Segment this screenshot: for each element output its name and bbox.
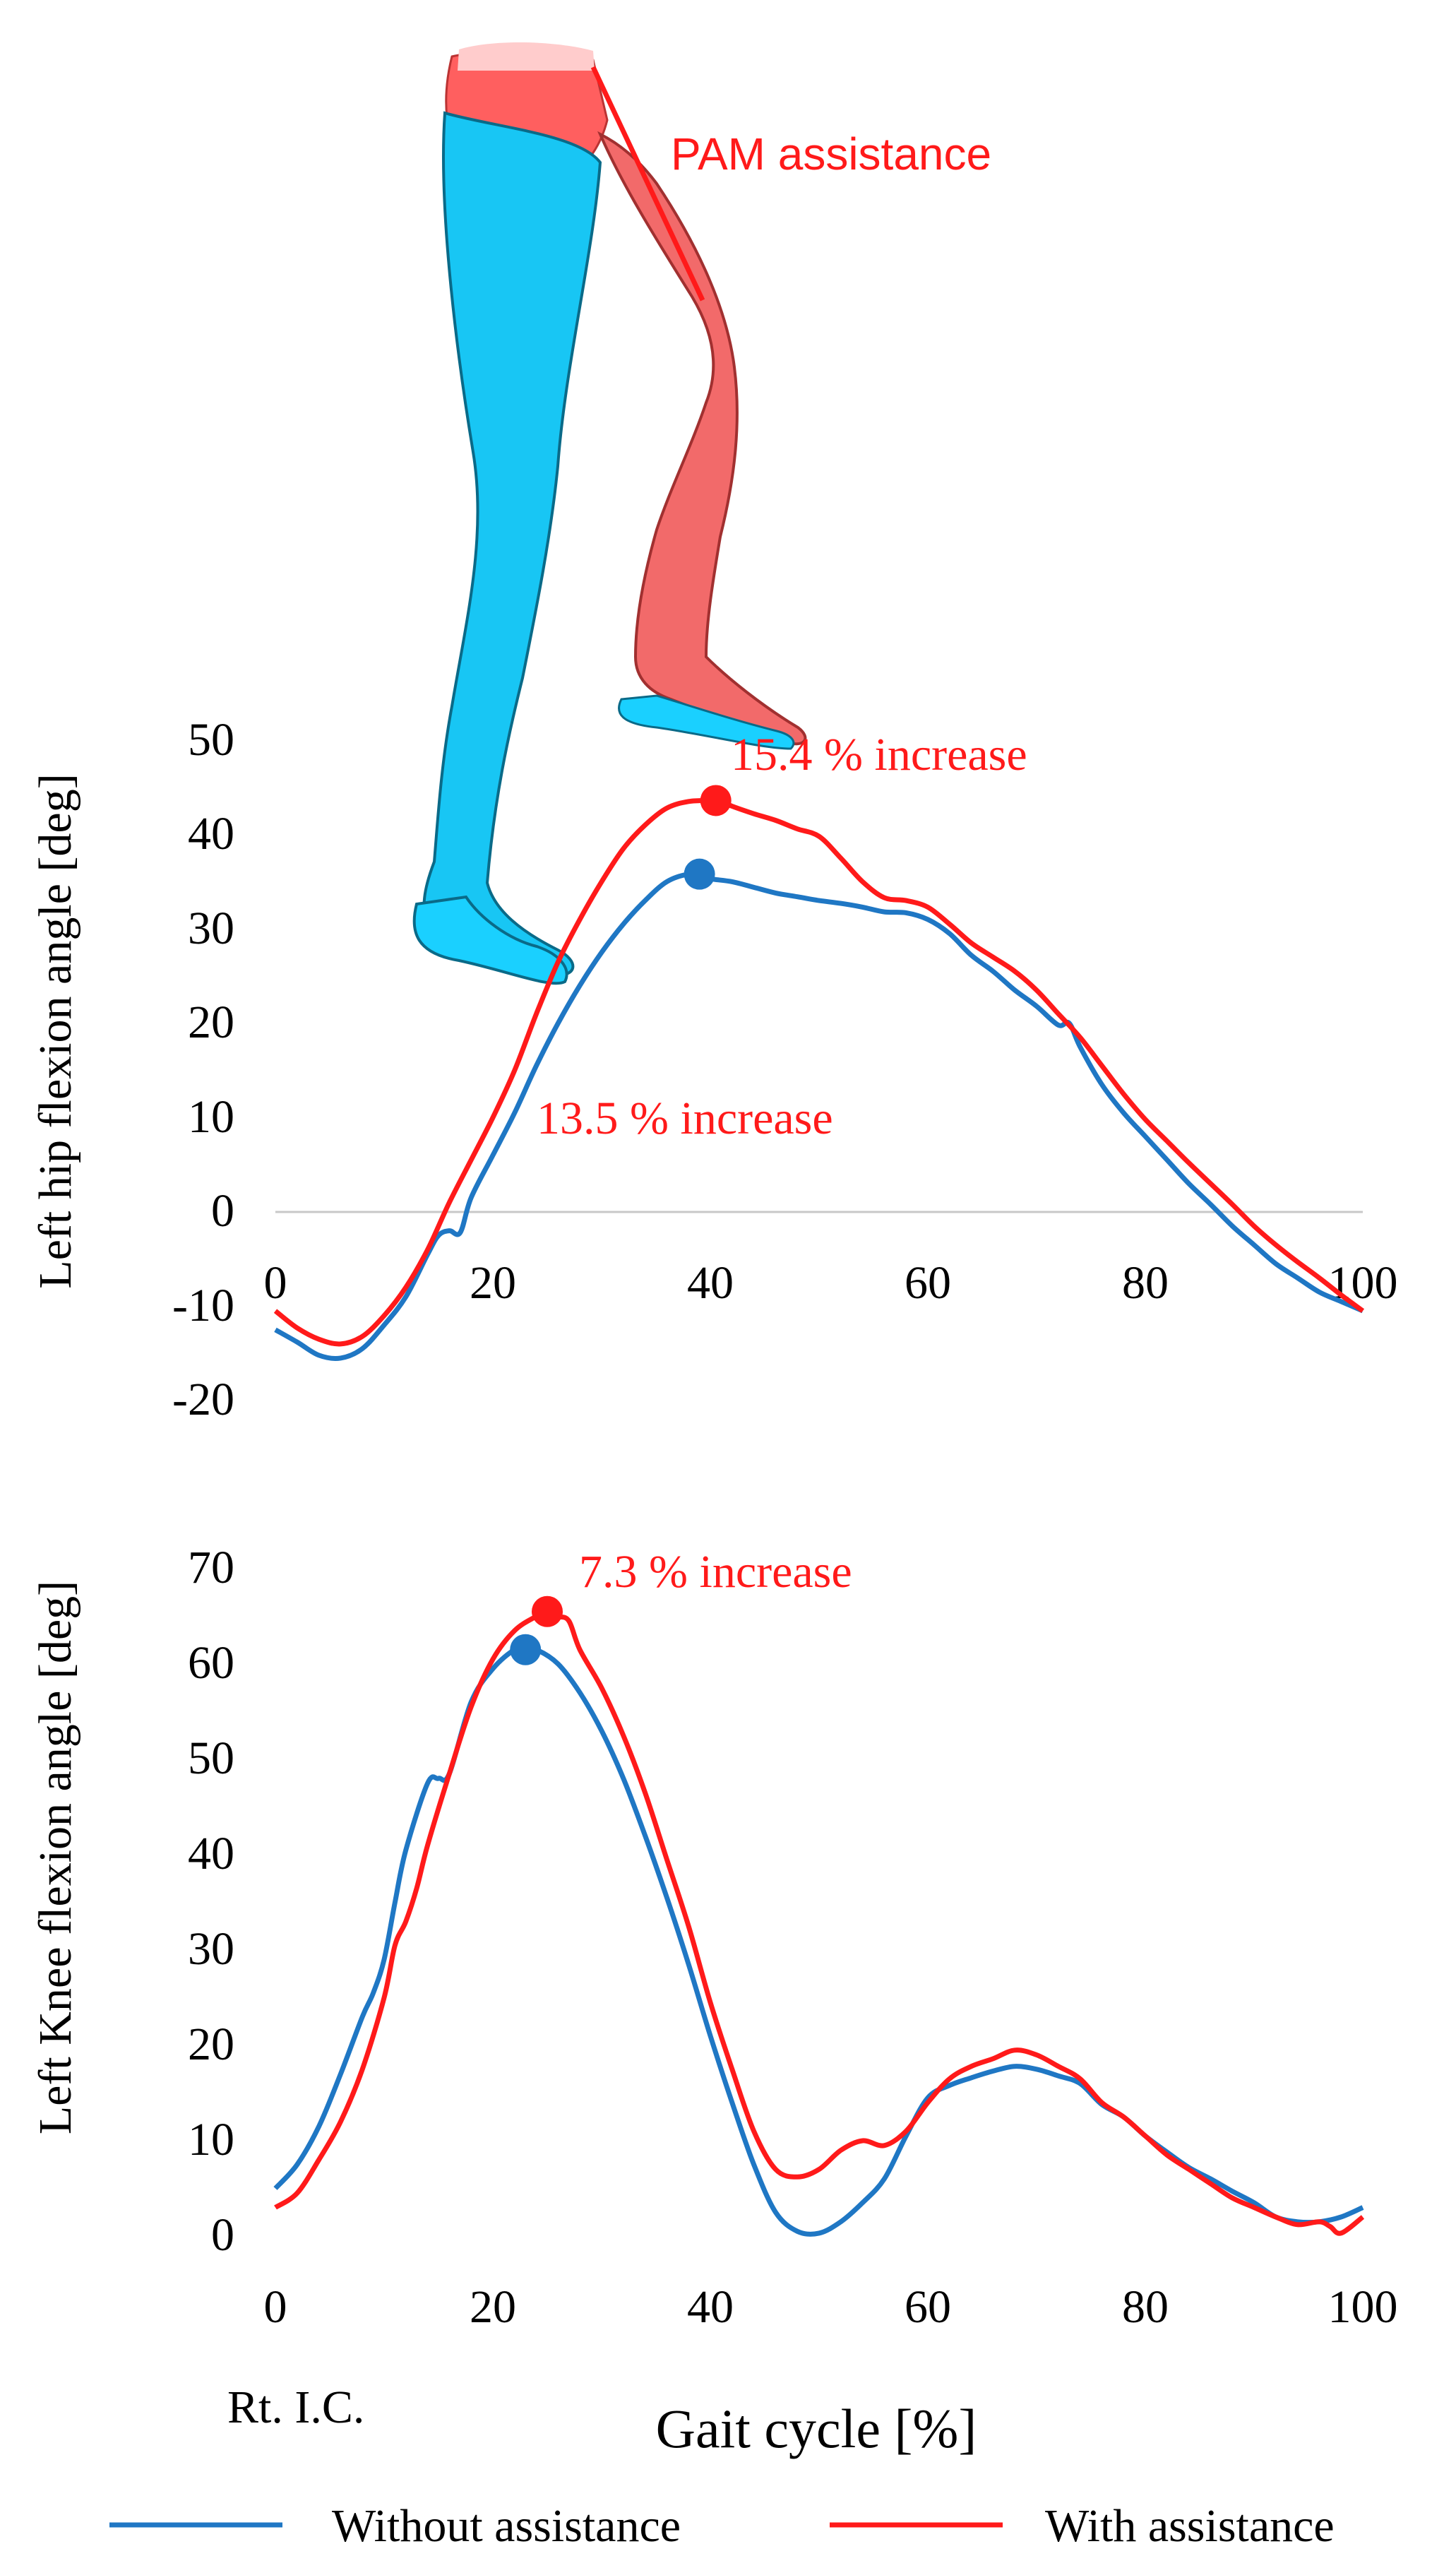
hip-y-tick-20: 20 (188, 997, 234, 1048)
knee-x-tick-20: 20 (470, 2281, 516, 2333)
hip-x-tick-80: 80 (1122, 1257, 1169, 1309)
hip-x-tick-0: 0 (264, 1257, 287, 1309)
knee-y-tick-60: 60 (188, 1637, 234, 1689)
knee-peak-without (510, 1634, 542, 1665)
hip-y-tick-neg20: -20 (172, 1374, 234, 1425)
knee-x-tick-40: 40 (687, 2281, 734, 2333)
pam-line (590, 66, 705, 302)
knee-x-ticks: 0 20 40 60 80 100 (264, 2281, 1398, 2333)
hip-y-tick-10: 10 (188, 1091, 234, 1143)
knee-x-tick-100: 100 (1328, 2281, 1398, 2333)
knee-x-tick-0: 0 (264, 2281, 287, 2333)
knee-y-ticks: 70 60 50 40 30 20 10 0 (188, 1542, 234, 2261)
knee-y-tick-40: 40 (188, 1828, 234, 1879)
hip-x-ticks: 0 20 40 60 80 100 (264, 1257, 1398, 1309)
hip-x-tick-40: 40 (687, 1257, 734, 1309)
red-foot-shadow (618, 694, 795, 750)
hip-y-tick-50: 50 (188, 714, 234, 766)
hip-peak-with (700, 785, 732, 816)
knee-y-tick-70: 70 (188, 1542, 234, 1593)
knee-y-tick-30: 30 (188, 1923, 234, 1975)
hip-line-with (273, 797, 1365, 1347)
hip-chart: Left hip flexion angle [deg] 50 40 30 20… (30, 714, 1398, 1425)
hip-y-axis-label: Left hip flexion angle [deg] (30, 773, 81, 1288)
knee-y-axis-label: Left Knee flexion angle [deg] (30, 1581, 81, 2134)
hip-annotation-with: 15.4 % increase (731, 729, 1027, 780)
legend-label-without: Without assistance (332, 2500, 681, 2552)
hip-peak-without (684, 858, 715, 890)
pam-label: PAM assistance (671, 129, 991, 179)
red-leg (597, 131, 807, 746)
knee-x-tick-80: 80 (1122, 2281, 1169, 2333)
knee-line-without (273, 1646, 1364, 2237)
knee-x-tick-60: 60 (905, 2281, 951, 2333)
hip-y-tick-neg10: -10 (172, 1280, 234, 1331)
pelvis-fade (458, 42, 595, 71)
x-axis-label: Gait cycle [%] (656, 2398, 977, 2459)
blue-leg (422, 111, 602, 977)
hip-x-tick-20: 20 (470, 1257, 516, 1309)
knee-line-with (274, 1609, 1365, 2236)
knee-y-tick-50: 50 (188, 1732, 234, 1784)
hip-line-without (274, 871, 1364, 1361)
legend-label-with: With assistance (1045, 2500, 1335, 2552)
hip-annotation-without: 13.5 % increase (537, 1093, 833, 1144)
knee-peak-with (532, 1595, 563, 1627)
hip-y-tick-0: 0 (211, 1185, 234, 1237)
knee-annotation-with: 7.3 % increase (579, 1546, 852, 1598)
legend: Without assistance With assistance (109, 2500, 1335, 2552)
hip-y-tick-30: 30 (188, 903, 234, 954)
knee-chart: Left Knee flexion angle [deg] 70 60 50 4… (30, 1542, 1398, 2333)
hip-x-tick-60: 60 (905, 1257, 951, 1309)
knee-y-tick-10: 10 (188, 2114, 234, 2165)
legs-illustration: PAM assistance (412, 42, 991, 985)
blue-foot (412, 895, 568, 985)
ic-label: Rt. I.C. (227, 2382, 364, 2433)
hip-y-ticks: 50 40 30 20 10 0 -10 -20 (172, 714, 234, 1425)
knee-y-tick-0: 0 (211, 2209, 234, 2261)
knee-y-tick-20: 20 (188, 2019, 234, 2070)
hip-y-tick-40: 40 (188, 808, 234, 860)
